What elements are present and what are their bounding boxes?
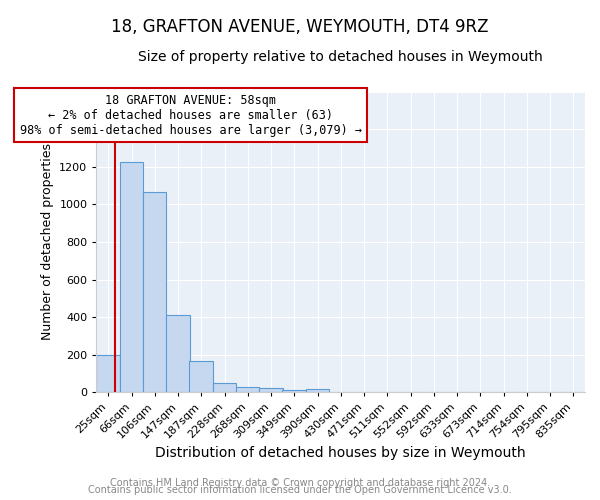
Text: Contains public sector information licensed under the Open Government Licence v3: Contains public sector information licen…: [88, 485, 512, 495]
Bar: [259, 388, 283, 392]
Bar: [190, 362, 213, 392]
Y-axis label: Number of detached properties: Number of detached properties: [41, 144, 53, 340]
Bar: [213, 383, 236, 392]
Bar: [143, 192, 166, 392]
Bar: [97, 355, 120, 393]
Text: 18, GRAFTON AVENUE, WEYMOUTH, DT4 9RZ: 18, GRAFTON AVENUE, WEYMOUTH, DT4 9RZ: [111, 18, 489, 36]
Text: 18 GRAFTON AVENUE: 58sqm
← 2% of detached houses are smaller (63)
98% of semi-de: 18 GRAFTON AVENUE: 58sqm ← 2% of detache…: [20, 94, 362, 136]
Bar: [283, 390, 306, 392]
Bar: [236, 388, 259, 392]
Bar: [120, 162, 143, 392]
Bar: [306, 389, 329, 392]
Bar: [166, 316, 190, 392]
X-axis label: Distribution of detached houses by size in Weymouth: Distribution of detached houses by size …: [155, 446, 526, 460]
Title: Size of property relative to detached houses in Weymouth: Size of property relative to detached ho…: [139, 50, 543, 64]
Text: Contains HM Land Registry data © Crown copyright and database right 2024.: Contains HM Land Registry data © Crown c…: [110, 478, 490, 488]
